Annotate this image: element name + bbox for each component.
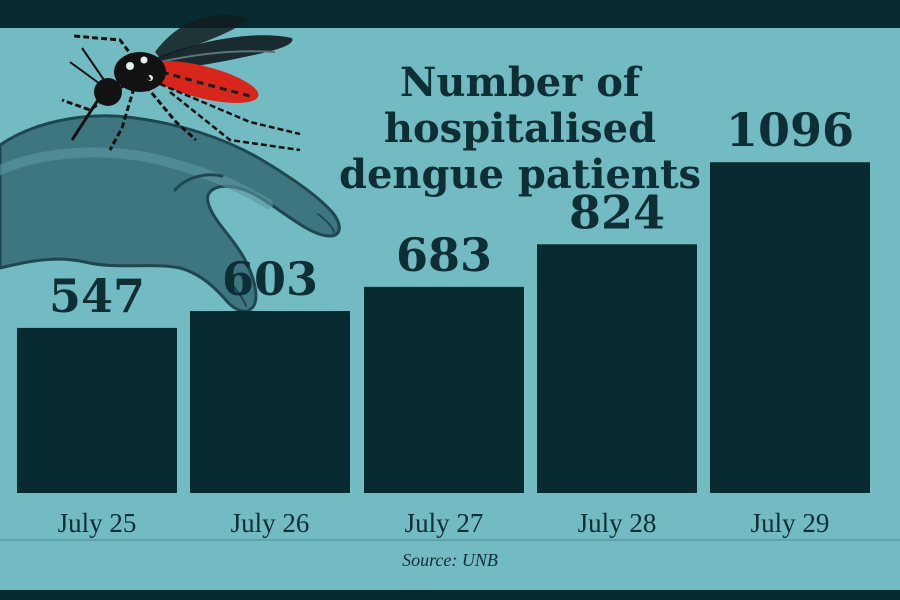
category-label: July 29: [751, 508, 830, 538]
category-label: July 28: [578, 508, 657, 538]
title-line: dengue patients: [338, 151, 701, 198]
bar-value-label: 547: [49, 269, 145, 323]
chart-title: Number of hospitalised dengue patients: [330, 60, 710, 198]
bar: [190, 311, 350, 493]
category-label: July 25: [58, 508, 137, 538]
hand-icon: [0, 114, 341, 313]
bars-layer: 547 July 25 603 July 26 683 July 27 824 July 28…: [17, 103, 870, 538]
category-label: July 27: [405, 508, 484, 538]
mosquito-icon: [61, 15, 301, 152]
bar-value-label: 824: [569, 185, 665, 239]
title-line: hospitalised: [383, 105, 657, 152]
bar: [537, 244, 697, 493]
bar-value-label: 1096: [726, 103, 854, 157]
footer-divider: [0, 539, 900, 541]
bar-value-label: 683: [396, 228, 492, 282]
source-credit: Source: UNB: [402, 550, 498, 570]
bar: [364, 286, 524, 493]
title-line: Number of: [399, 59, 641, 106]
top-band: [0, 0, 900, 28]
category-label: July 26: [231, 508, 310, 538]
bar: [17, 327, 177, 493]
bar: [710, 162, 870, 493]
bottom-band: [0, 590, 900, 600]
bar-value-label: 603: [222, 252, 318, 306]
